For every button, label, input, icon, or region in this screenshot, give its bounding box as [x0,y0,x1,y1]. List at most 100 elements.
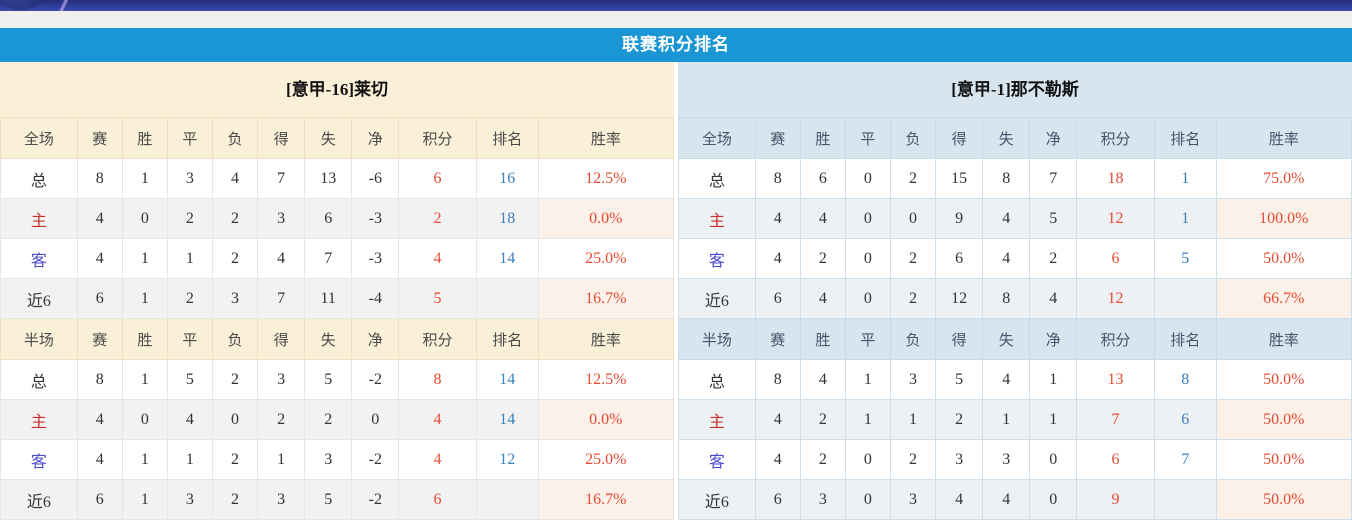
column-header: 排名 [1153,318,1217,360]
points-cell: 7 [1076,399,1155,440]
row-label: 总 [678,158,756,199]
points-cell: 18 [1076,158,1155,199]
stat-cell: 0 [121,399,168,440]
stat-cell: 4 [799,359,846,400]
stats-row: 客 4 2 0 2 6 4 2 6 5 50.0% [678,238,1352,279]
stats-row: 客 4 2 0 2 3 3 0 6 7 50.0% [678,439,1352,480]
stat-cell: 3 [889,479,937,520]
section-scope-header: 半场 [0,318,78,360]
stats-row: 主 4 4 0 0 9 4 5 12 1 100.0% [678,198,1352,239]
stat-cell: 4 [754,238,801,279]
stat-cell: 4 [799,278,846,319]
stat-cell: 13 [304,158,353,199]
row-label: 主 [678,399,756,440]
stat-cell: 1 [166,439,213,480]
column-header: 失 [982,117,1031,159]
rank-cell: 12 [475,439,539,480]
stat-cell: 3 [257,359,306,400]
stat-cell: 2 [166,278,213,319]
row-label: 近6 [0,479,78,520]
away-team-stats-table: 全场赛胜平负得失净积分 排名 胜率总 8 6 0 2 15 8 7 18 1 75.0% 主 4 4 0 0 9 4 5… [678,117,1352,520]
stat-cell: 4 [754,198,801,239]
row-label: 近6 [678,479,756,520]
stat-cell: 5 [166,359,213,400]
points-cell: 4 [398,399,477,440]
column-header: 排名 [1153,117,1217,159]
column-header: 排名 [475,318,539,360]
stat-cell: 2 [935,399,984,440]
stat-cell: 3 [166,479,213,520]
section-header-row: 全场赛胜平负得失净积分 排名 胜率 [678,117,1352,159]
points-cell: 13 [1076,359,1155,400]
stat-cell: 1 [121,158,168,199]
rank-cell: 18 [475,198,539,239]
stat-cell: 3 [257,479,306,520]
stat-cell: 1 [844,399,891,440]
column-header: 胜率 [1215,318,1352,360]
stat-cell: 9 [935,198,984,239]
column-header: 赛 [754,318,801,360]
rank-cell: 14 [475,238,539,279]
stat-cell: 15 [935,158,984,199]
stat-cell: 2 [166,198,213,239]
stat-cell: 7 [257,158,306,199]
stat-cell: 1 [1029,359,1078,400]
row-label: 客 [678,439,756,480]
section-header-row: 半场赛胜平负得失净积分 排名 胜率 [678,318,1352,360]
stat-cell: 3 [935,439,984,480]
panel-away-team: [意甲-1]那不勒斯 全场赛胜平负得失净积分 排名 胜率总 8 6 0 2 15 8 7 18 1 75… [678,62,1352,520]
page-title: 联赛积分排名 [622,35,730,54]
stat-cell: 0 [844,479,891,520]
stat-cell: 8 [754,158,801,199]
column-header: 积分 [1076,318,1155,360]
column-header: 失 [304,318,353,360]
column-header: 平 [844,117,891,159]
column-header: 净 [1029,318,1078,360]
stat-cell: 0 [844,278,891,319]
stat-cell: 3 [211,278,259,319]
stat-cell: 4 [799,198,846,239]
stat-cell: 3 [982,439,1031,480]
row-label: 主 [0,198,78,239]
stats-row: 总 8 4 1 3 5 4 1 13 8 50.0% [678,359,1352,400]
rank-cell: 14 [475,359,539,400]
stats-row: 总 8 6 0 2 15 8 7 18 1 75.0% [678,158,1352,199]
column-header: 胜 [121,117,168,159]
stat-cell: -3 [351,198,400,239]
column-header: 积分 [1076,117,1155,159]
column-header: 赛 [76,318,123,360]
stat-cell: 0 [1029,479,1078,520]
column-header: 平 [166,117,213,159]
section-scope-header: 全场 [0,117,78,159]
stat-cell: 4 [1029,278,1078,319]
panel-home-team: [意甲-16]莱切 全场赛胜平负得失净积分 排名 胜率总 8 1 3 4 7 13 -6 6 16 12… [0,62,675,520]
points-cell: 6 [1076,439,1155,480]
rank-cell: 16 [475,158,539,199]
row-label: 主 [0,399,78,440]
points-cell: 12 [1076,198,1155,239]
stat-cell: 0 [1029,439,1078,480]
row-label: 近6 [678,278,756,319]
stat-cell: 3 [304,439,353,480]
stat-cell: 7 [1029,158,1078,199]
stat-cell: 6 [754,278,801,319]
stat-cell: 2 [211,198,259,239]
winrate-cell: 12.5% [537,359,675,400]
column-header: 胜率 [1215,117,1352,159]
stat-cell: 5 [304,359,353,400]
column-header: 负 [889,318,937,360]
stat-cell: 2 [211,238,259,279]
column-header: 净 [1029,117,1078,159]
rank-cell: 1 [1153,198,1217,239]
column-header: 得 [935,318,984,360]
row-label: 客 [678,238,756,279]
column-header: 失 [304,117,353,159]
row-label: 总 [0,359,78,400]
stat-cell: 11 [304,278,353,319]
rank-cell [475,278,539,319]
column-header: 得 [257,318,306,360]
stat-cell: 2 [257,399,306,440]
stat-cell: 6 [935,238,984,279]
section-scope-header: 全场 [678,117,756,159]
points-cell: 6 [398,158,477,199]
